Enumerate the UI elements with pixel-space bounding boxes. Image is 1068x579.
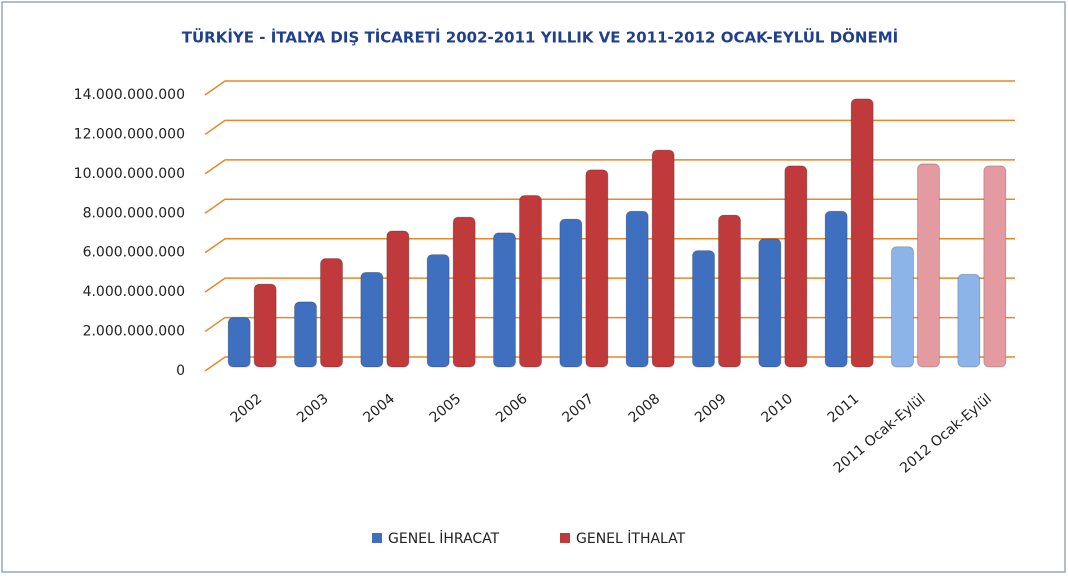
bar xyxy=(227,317,251,368)
y-tick-label: 14.000.000.000 xyxy=(74,87,185,103)
bar xyxy=(917,163,940,368)
bar xyxy=(320,258,343,368)
y-tick-label: 12.000.000.000 xyxy=(74,126,185,142)
y-tick-label: 6.000.000.000 xyxy=(83,245,185,261)
y-tick-label: 10.000.000.000 xyxy=(74,166,185,182)
legend-swatch xyxy=(372,533,382,543)
bar xyxy=(824,210,848,368)
bar xyxy=(784,165,808,368)
bar xyxy=(718,214,741,368)
grid-line xyxy=(204,316,1015,333)
bar xyxy=(651,149,675,368)
bar xyxy=(253,283,277,368)
grid-line xyxy=(204,237,1015,254)
y-tick-label: 2.000.000.000 xyxy=(83,324,185,340)
bar xyxy=(957,273,981,368)
grid-line xyxy=(204,80,1015,96)
bar xyxy=(758,238,782,368)
legend-label: GENEL İTHALAT xyxy=(576,529,686,547)
bar xyxy=(625,210,649,368)
bar xyxy=(519,195,542,368)
grid-line xyxy=(204,198,1015,214)
bar xyxy=(493,232,516,368)
y-tick-label: 4.000.000.000 xyxy=(83,284,185,300)
grid-line xyxy=(204,159,1015,175)
bar xyxy=(891,246,914,368)
bar xyxy=(983,165,1007,368)
grid-line xyxy=(204,277,1015,293)
bar xyxy=(386,230,410,368)
bar xyxy=(585,169,609,368)
legend-label: GENEL İHRACAT xyxy=(388,529,500,547)
bar xyxy=(360,271,384,368)
bar xyxy=(692,250,715,368)
grid-line xyxy=(204,356,1015,372)
bar xyxy=(452,216,476,368)
y-tick-label: 0 xyxy=(176,363,185,379)
legend-swatch xyxy=(560,533,570,543)
grid-line xyxy=(204,119,1015,136)
bar xyxy=(426,254,450,368)
bar xyxy=(294,301,317,368)
bar xyxy=(559,218,583,368)
bar xyxy=(850,98,874,368)
chart-title: TÜRKİYE - İTALYA DIŞ TİCARETİ 2002-2011 … xyxy=(182,28,898,47)
y-tick-label: 8.000.000.000 xyxy=(83,205,185,221)
